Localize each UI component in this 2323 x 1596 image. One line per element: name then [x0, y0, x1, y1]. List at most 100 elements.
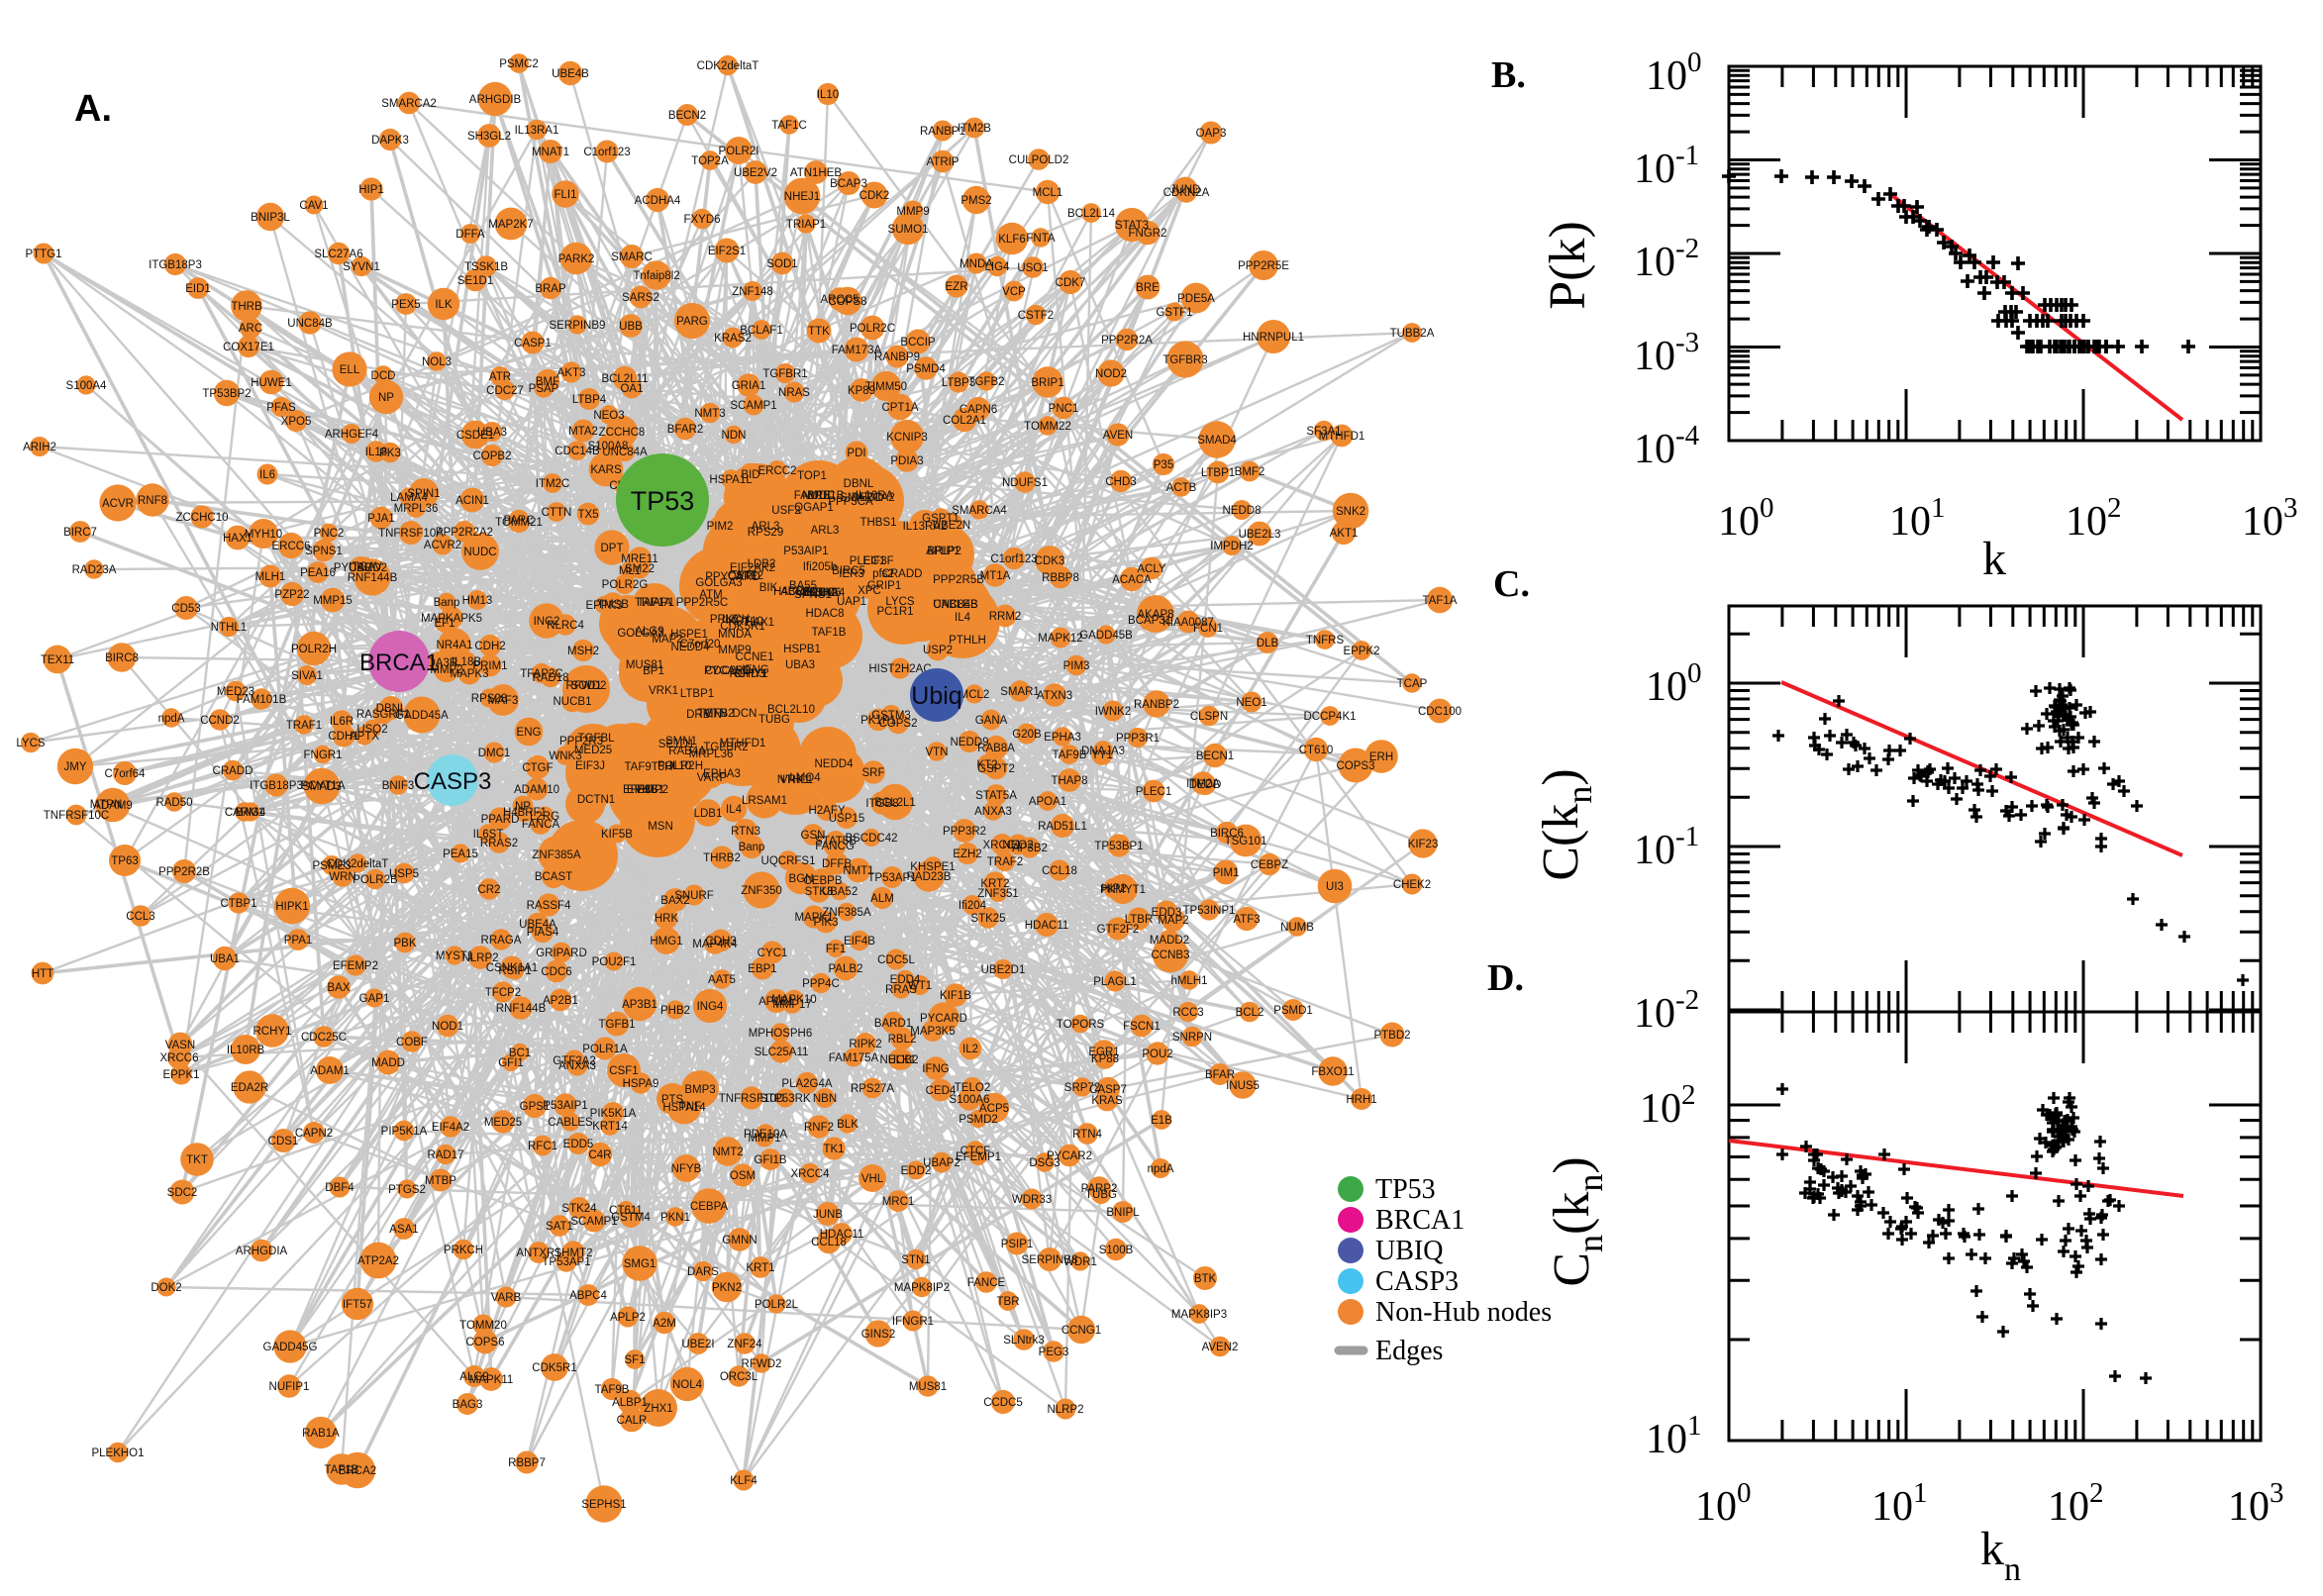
svg-text:DFFB: DFFB — [822, 858, 852, 870]
svg-text:BID: BID — [741, 469, 759, 481]
svg-text:POLR2B: POLR2B — [353, 874, 398, 886]
svg-text:MAP3K5: MAP3K5 — [910, 1026, 955, 1038]
svg-text:AVEN: AVEN — [1103, 430, 1133, 442]
svg-text:UBE2V2: UBE2V2 — [734, 167, 777, 179]
svg-text:TELO2: TELO2 — [955, 1082, 990, 1094]
svg-text:L2RG: L2RG — [530, 811, 559, 823]
svg-text:SE1D1: SE1D1 — [457, 275, 493, 287]
svg-text:BFAR2: BFAR2 — [667, 424, 703, 436]
svg-text:HNRNPUL1: HNRNPUL1 — [1243, 332, 1304, 344]
svg-text:ITGB18P3: ITGB18P3 — [149, 259, 202, 271]
svg-text:MMP9: MMP9 — [896, 206, 929, 218]
svg-text:NOL3: NOL3 — [422, 356, 452, 368]
svg-text:CCL18: CCL18 — [1042, 865, 1077, 877]
svg-text:CD53: CD53 — [171, 603, 200, 615]
svg-text:BLK: BLK — [837, 1119, 858, 1131]
svg-text:TRAF1: TRAF1 — [286, 720, 322, 732]
svg-text:CULPOLD2: CULPOLD2 — [1009, 154, 1069, 166]
svg-text:EZR: EZR — [946, 281, 968, 293]
svg-text:npdA: npdA — [158, 713, 185, 725]
svg-text:P35: P35 — [1154, 459, 1173, 471]
svg-text:BCAP3: BCAP3 — [830, 178, 867, 190]
svg-text:MTBP: MTBP — [425, 1175, 456, 1187]
svg-text:ATXN3: ATXN3 — [1037, 690, 1072, 702]
svg-text:TK1: TK1 — [823, 1144, 844, 1155]
svg-text:PIK5K1A: PIK5K1A — [590, 1108, 637, 1120]
svg-text:OSM: OSM — [730, 1170, 756, 1182]
svg-text:D.: D. — [1487, 957, 1524, 999]
svg-text:NDUFS1: NDUFS1 — [1002, 477, 1048, 489]
svg-text:CTBP1: CTBP1 — [220, 898, 256, 910]
svg-text:EF1: EF1 — [434, 618, 454, 630]
svg-text:BRE: BRE — [1136, 282, 1160, 294]
svg-text:PRKCH: PRKCH — [444, 1245, 483, 1256]
svg-text:APOA1: APOA1 — [1029, 796, 1066, 808]
svg-text:ACTB: ACTB — [1166, 482, 1197, 494]
svg-text:CDS1: CDS1 — [268, 1136, 299, 1147]
svg-text:BAX: BAX — [327, 982, 350, 994]
svg-text:PTHLH: PTHLH — [949, 635, 986, 647]
svg-text:AKT3: AKT3 — [557, 367, 586, 379]
svg-text:PARK2: PARK2 — [558, 253, 595, 265]
svg-text:ITM2C: ITM2C — [536, 478, 570, 490]
svg-text:PHB2: PHB2 — [660, 1005, 690, 1017]
svg-text:PJA1: PJA1 — [367, 513, 395, 525]
svg-text:ZNF385A: ZNF385A — [532, 849, 581, 861]
svg-text:NTHL1: NTHL1 — [211, 622, 247, 634]
svg-text:STK24: STK24 — [561, 1203, 597, 1215]
svg-text:KRAS2: KRAS2 — [714, 333, 752, 345]
svg-text:SF3A1: SF3A1 — [1306, 426, 1341, 438]
svg-text:PSIP1: PSIP1 — [1001, 1239, 1034, 1250]
svg-text:PPP2R5C: PPP2R5C — [676, 597, 728, 609]
svg-text:P53AIP1: P53AIP1 — [543, 1100, 587, 1112]
svg-text:HDAC11: HDAC11 — [1025, 920, 1069, 932]
svg-text:S100A4: S100A4 — [66, 380, 108, 392]
svg-text:CEBPA: CEBPA — [690, 1201, 728, 1213]
svg-text:CSF1: CSF1 — [609, 1065, 638, 1077]
svg-text:VHL: VHL — [861, 1173, 884, 1185]
svg-text:MMP1: MMP1 — [748, 1133, 780, 1145]
svg-text:KLF6: KLF6 — [998, 234, 1026, 246]
svg-text:AVEN2: AVEN2 — [1202, 1342, 1239, 1353]
svg-text:PLEKHO1: PLEKHO1 — [91, 1447, 144, 1459]
svg-text:PMS2: PMS2 — [960, 195, 991, 207]
svg-text:ARHGEF4: ARHGEF4 — [325, 429, 379, 441]
svg-text:VARP: VARP — [697, 772, 728, 784]
svg-text:ELL: ELL — [340, 364, 360, 376]
svg-text:EIF2S1: EIF2S1 — [708, 246, 746, 257]
svg-text:RANBP2: RANBP2 — [1134, 699, 1179, 711]
svg-text:Non-Hub nodes: Non-Hub nodes — [1375, 1297, 1552, 1328]
svg-text:STK25: STK25 — [970, 913, 1005, 925]
svg-text:TP53: TP53 — [1375, 1174, 1436, 1205]
svg-text:IL13RA1: IL13RA1 — [515, 125, 559, 137]
svg-text:SH3GL2: SH3GL2 — [467, 131, 511, 143]
svg-text:DFFA: DFFA — [455, 229, 485, 241]
svg-text:RIPK2: RIPK2 — [849, 1039, 881, 1050]
svg-text:PSMC2: PSMC2 — [499, 58, 539, 70]
svg-text:JMY: JMY — [64, 761, 87, 773]
svg-text:PFAS: PFAS — [266, 402, 296, 414]
svg-text:KRT1: KRT1 — [746, 1262, 774, 1274]
svg-text:ACIN1: ACIN1 — [455, 495, 489, 507]
svg-text:PKN2: PKN2 — [712, 1282, 742, 1294]
svg-text:RASGRF1: RASGRF1 — [356, 709, 410, 721]
svg-text:ING4: ING4 — [697, 1001, 724, 1013]
svg-text:MAPK3: MAPK3 — [451, 668, 489, 680]
svg-text:MNDA: MNDA — [960, 258, 993, 270]
svg-text:WDR1: WDR1 — [1063, 1256, 1097, 1268]
svg-text:TX5: TX5 — [577, 509, 598, 521]
svg-text:BIRC8: BIRC8 — [105, 652, 139, 664]
svg-text:DAPK3: DAPK3 — [371, 135, 409, 147]
svg-text:COPS6: COPS6 — [466, 1337, 505, 1348]
svg-text:EDA2R: EDA2R — [231, 1082, 268, 1094]
svg-text:CAPN2: CAPN2 — [295, 1128, 333, 1140]
svg-text:PLAGL1: PLAGL1 — [1093, 976, 1136, 988]
svg-text:BRAP: BRAP — [535, 283, 566, 295]
svg-text:SEPHS1: SEPHS1 — [581, 1499, 626, 1511]
svg-text:EIF4A2: EIF4A2 — [432, 1122, 469, 1134]
svg-text:CCL3: CCL3 — [126, 911, 154, 923]
svg-text:RBBP8: RBBP8 — [1042, 572, 1079, 584]
svg-text:NOD1: NOD1 — [432, 1021, 463, 1033]
svg-text:UBE2N: UBE2N — [933, 520, 970, 532]
svg-text:CDK7: CDK7 — [1056, 277, 1086, 289]
